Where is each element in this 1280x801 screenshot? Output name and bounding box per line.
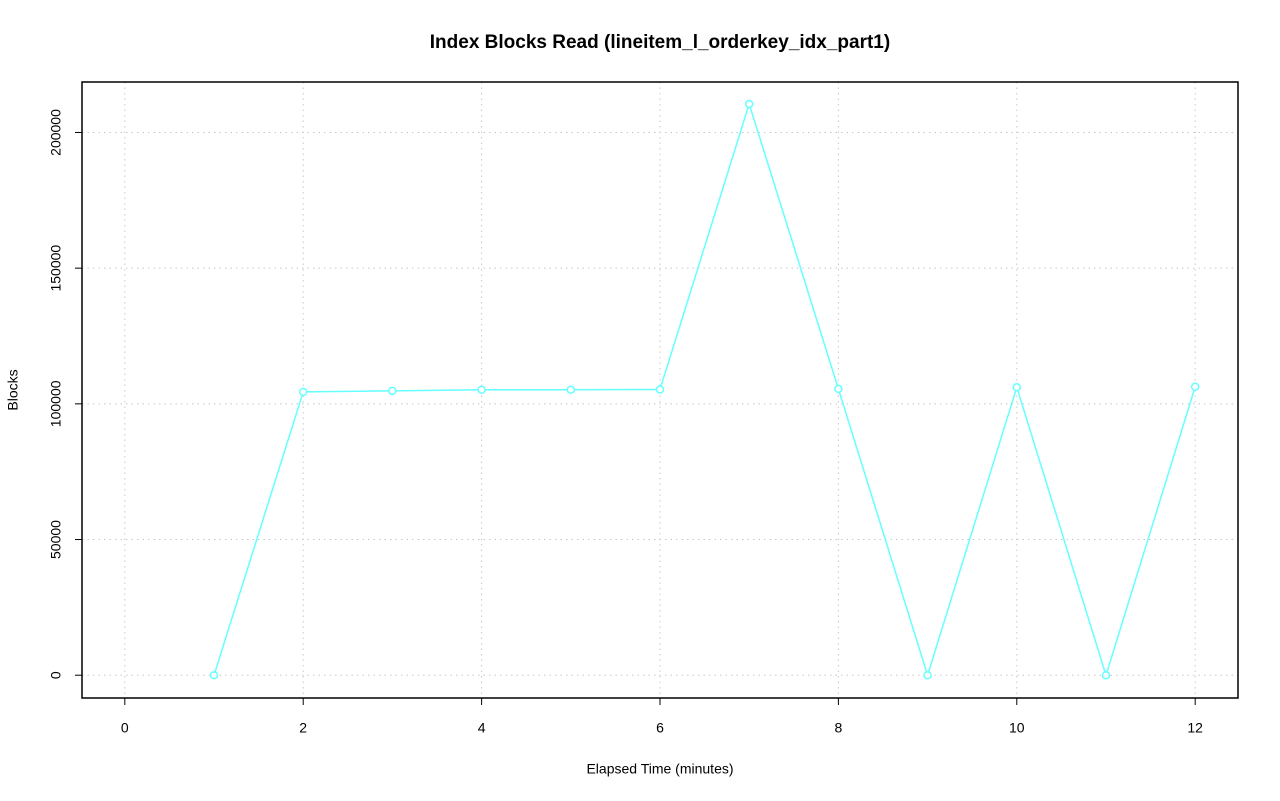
data-point <box>655 385 665 394</box>
data-point <box>1012 383 1022 392</box>
x-tick-label: 12 <box>1187 720 1203 736</box>
data-point <box>744 99 754 109</box>
data-point <box>923 670 932 680</box>
x-tick-label: 0 <box>121 720 129 736</box>
data-point <box>1101 670 1111 680</box>
y-tick-label: 0 <box>48 671 64 679</box>
x-tick-label: 10 <box>1009 720 1025 736</box>
data-point <box>209 670 219 680</box>
chart-title: Index Blocks Read (lineitem_l_orderkey_i… <box>430 32 890 53</box>
plot-frame <box>81 81 1239 699</box>
data-point <box>298 387 308 397</box>
y-axis-label: Blocks <box>5 369 21 410</box>
x-tick-label: 8 <box>834 720 842 736</box>
x-tick-label: 6 <box>656 720 664 736</box>
data-point <box>566 385 576 394</box>
data-point <box>477 385 486 394</box>
series-line <box>213 101 1196 678</box>
y-tick-label: 150000 <box>48 245 64 292</box>
x-tick-label: 2 <box>299 720 307 736</box>
x-axis-label: Elapsed Time (minutes) <box>586 761 733 777</box>
data-point <box>388 386 397 396</box>
y-tick-label: 200000 <box>48 109 64 156</box>
data-point <box>834 384 843 394</box>
y-tick-label: 100000 <box>48 380 64 427</box>
x-tick-label: 4 <box>478 720 486 736</box>
y-tick-label: 50000 <box>48 520 64 559</box>
data-point <box>1190 382 1200 391</box>
